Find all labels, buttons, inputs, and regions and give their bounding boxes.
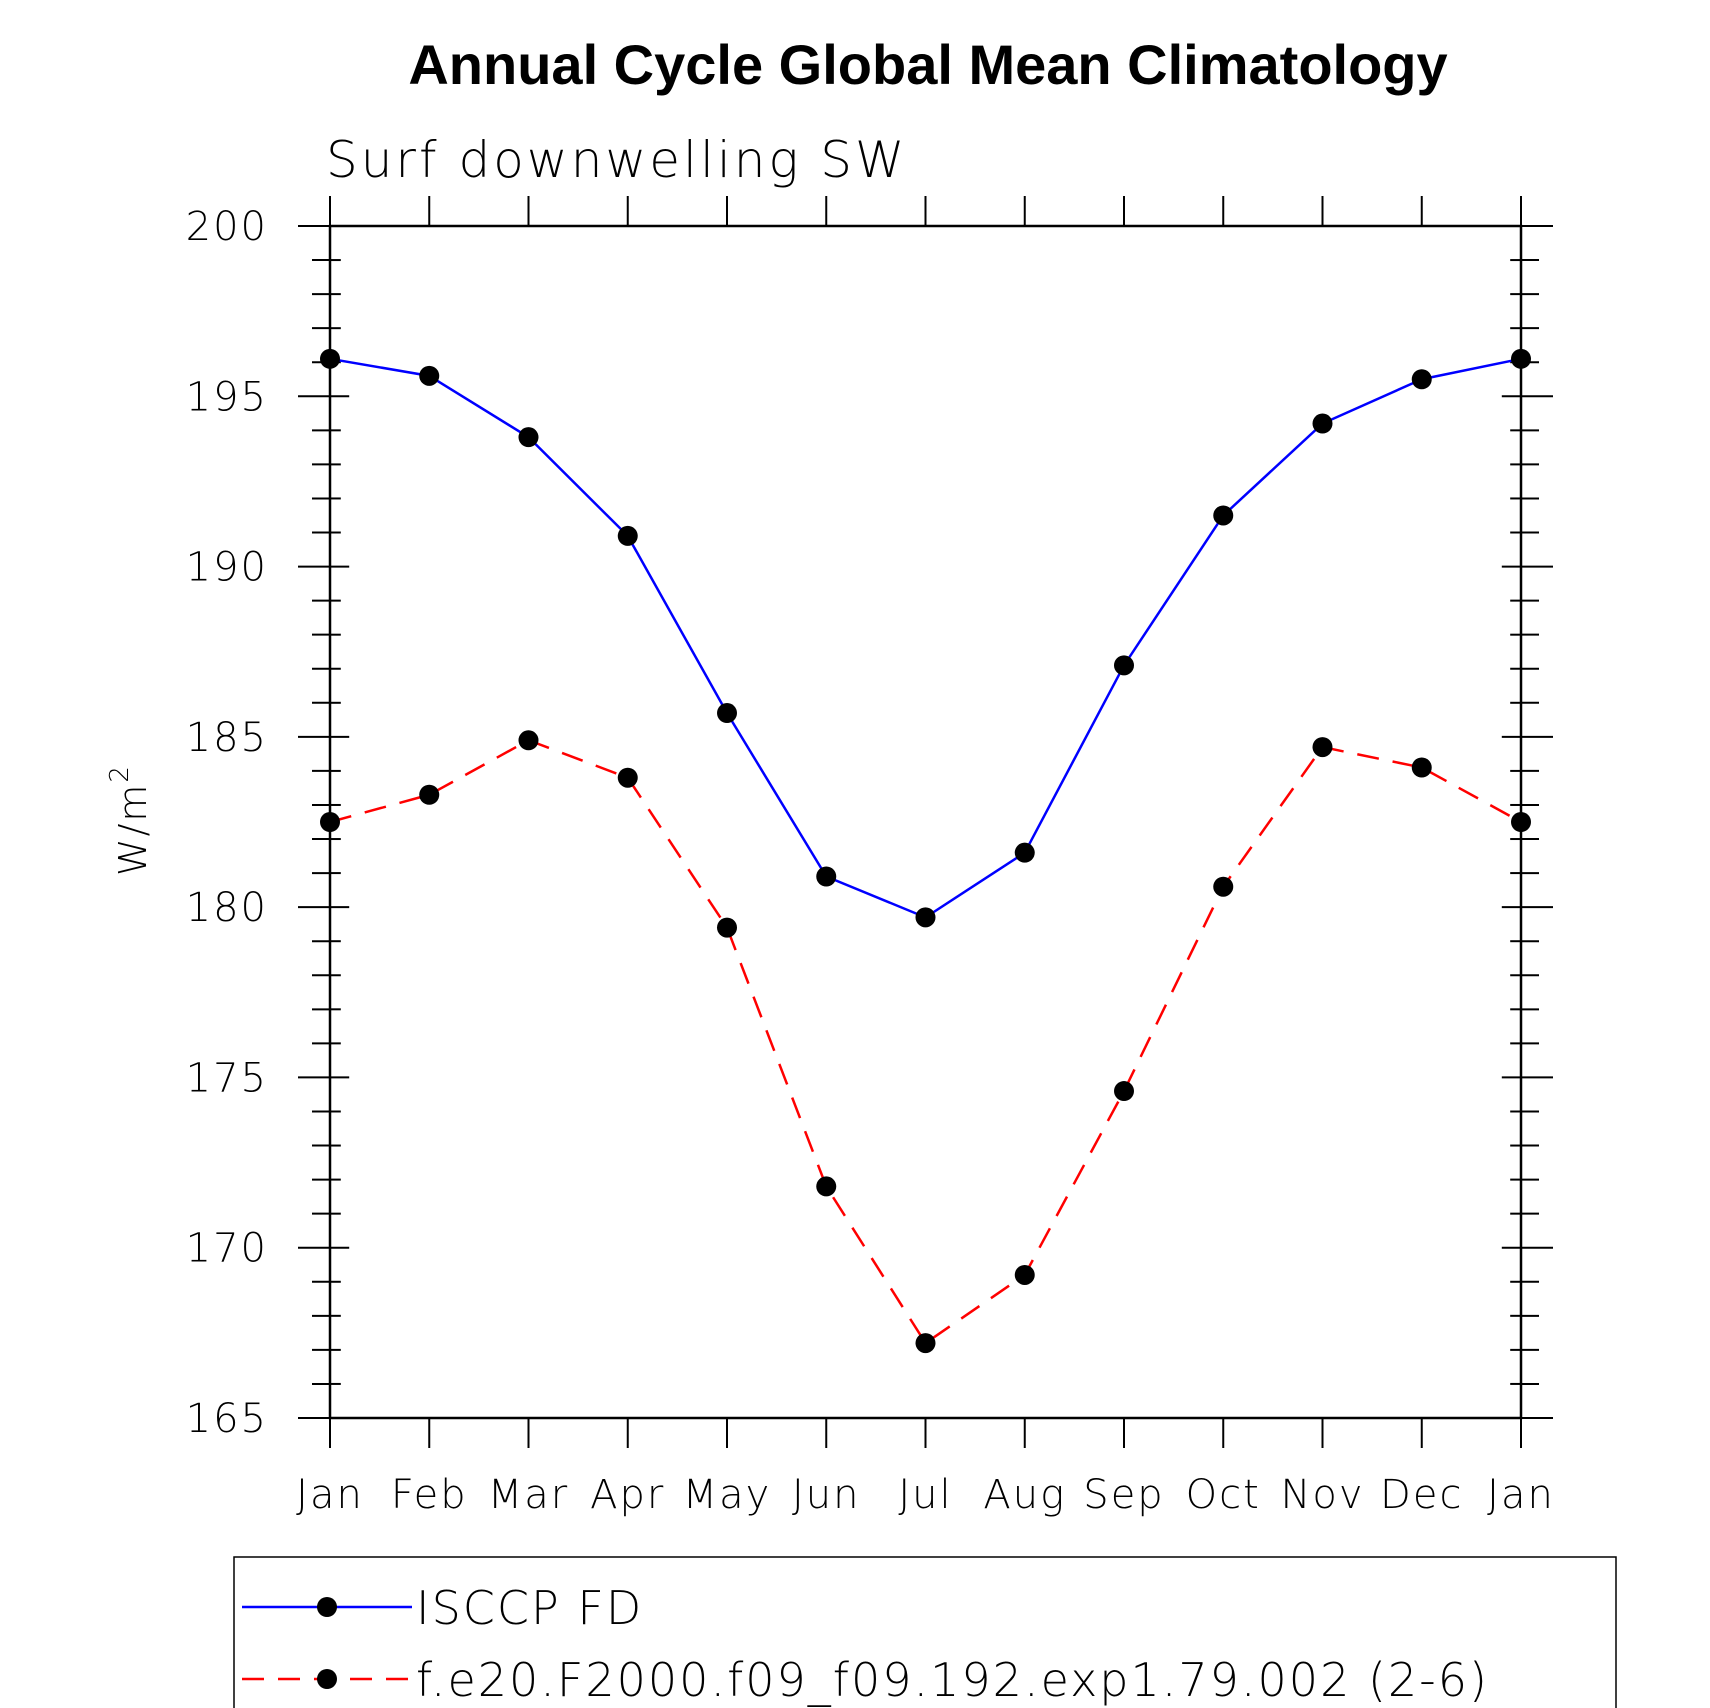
x-tick-label: Dec [1380, 1472, 1463, 1518]
series-1-point [717, 703, 737, 724]
series-2-point [1511, 812, 1531, 832]
series-2-point [717, 917, 737, 938]
series-2-point [1014, 1264, 1035, 1285]
series-2-point [518, 730, 539, 751]
x-tick-label: Feb [391, 1472, 468, 1518]
series-1-point [1213, 505, 1234, 526]
legend-label-1: ISCCP FD [416, 1581, 643, 1635]
x-tick-label: Jun [792, 1472, 861, 1518]
y-tick-label: 165 [186, 1396, 268, 1442]
chart-subtitle: Surf downwelling SW [326, 131, 908, 189]
series-1-point [617, 525, 638, 546]
y-axis-label-superscript: 2 [105, 764, 135, 783]
series-line-1 [329, 357, 1522, 919]
series-line-2 [329, 738, 1522, 1345]
legend-box [233, 1556, 1617, 1708]
series-1-point [1114, 655, 1134, 676]
series-1-point [1312, 413, 1333, 434]
x-tick-label: Jul [898, 1472, 952, 1518]
y-axis-label: W/m2 [105, 764, 155, 876]
series-2-point [1213, 876, 1234, 897]
series-2-point [1411, 757, 1432, 778]
y-tick-label: 190 [186, 545, 268, 591]
series-1-point [816, 866, 837, 887]
legend-marker-1 [317, 1597, 337, 1617]
y-tick-label: 200 [186, 204, 268, 250]
y-tick-label: 185 [186, 715, 268, 761]
series-2-point [915, 1333, 936, 1354]
plot-frame [328, 224, 1523, 1420]
x-tick-label: Nov [1280, 1472, 1364, 1518]
y-tick-label: 180 [186, 885, 268, 931]
series-1-point [1014, 842, 1035, 863]
series-1-point [1511, 348, 1531, 369]
x-tick-label: Jan [1487, 1472, 1555, 1518]
y-tick-label: 195 [186, 374, 268, 420]
series-1-point [419, 365, 440, 386]
x-tick-label: Sep [1083, 1472, 1164, 1518]
x-tick-label: Oct [1186, 1472, 1261, 1518]
plot-axes: 165 170 175 180 185 190 195 200 Jan Feb Mar Apr May J… [186, 196, 1555, 1518]
series-2-point [816, 1176, 837, 1197]
series-2-point [419, 784, 440, 805]
series-2-point [1312, 737, 1333, 758]
series-2-point [1114, 1081, 1134, 1102]
series-2-point [320, 812, 340, 832]
y-tick-label: 175 [186, 1055, 268, 1101]
x-tick-label: Jan [296, 1472, 364, 1518]
legend-label-2: f.e20.F2000.f09_f09.192.exp1.79.002 (2-6… [416, 1653, 1489, 1707]
series-1-point [320, 348, 340, 369]
chart-title: Annual Cycle Global Mean Climatology [408, 33, 1447, 96]
x-tick-label: Mar [488, 1472, 569, 1518]
series-1-point [518, 427, 539, 448]
legend-marker-2 [317, 1669, 337, 1689]
series-1-point [1411, 369, 1432, 390]
x-tick-label: May [683, 1472, 772, 1518]
series-layer [320, 348, 1531, 1354]
series-2-point [617, 767, 638, 788]
x-tick-label: Aug [983, 1472, 1066, 1518]
series-1-point [915, 907, 936, 928]
legend: ISCCP FD f.e20.F2000.f09_f09.192.exp1.79.… [233, 1556, 1617, 1708]
x-tick-label: Apr [590, 1472, 665, 1518]
y-tick-label: 170 [186, 1226, 268, 1272]
y-axis-label-unit: W/m [111, 783, 155, 876]
